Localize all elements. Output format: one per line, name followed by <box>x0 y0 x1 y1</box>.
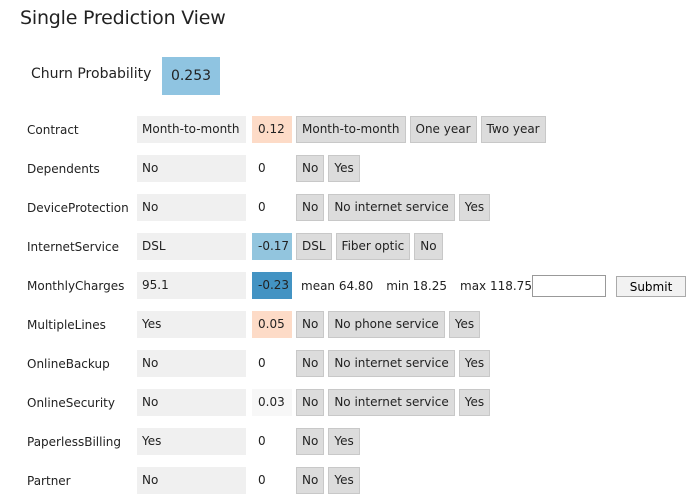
feature-row: MultipleLines Yes 0.05 No No phone service Ye… <box>0 311 696 339</box>
feature-row: OnlineSecurity No 0.03 No No internet servic… <box>0 389 696 417</box>
contribution-value: 0 <box>252 428 292 455</box>
churn-probability-label: Churn Probability <box>31 66 152 82</box>
feature-value: No <box>137 350 246 377</box>
feature-name: PaperlessBilling <box>27 435 121 449</box>
feature-value: Yes <box>137 428 246 455</box>
option-buttons: No Yes <box>296 428 360 455</box>
feature-row: Partner No 0 No Yes <box>0 467 696 495</box>
feature-name: Contract <box>27 123 79 137</box>
contribution-value: 0 <box>252 194 292 221</box>
feature-value: No <box>137 389 246 416</box>
option-button[interactable]: No <box>296 467 325 494</box>
submit-button[interactable]: Submit <box>616 276 686 297</box>
option-button[interactable]: No <box>296 350 325 377</box>
feature-value: Month-to-month <box>137 116 246 143</box>
option-button[interactable]: Two year <box>480 116 546 143</box>
contribution-value: 0 <box>252 350 292 377</box>
option-buttons: No Yes <box>296 155 360 182</box>
churn-probability-value: 0.253 <box>162 57 220 95</box>
option-buttons: DSL Fiber optic No <box>296 233 443 260</box>
numeric-stats: mean 64.80 min 18.25 max 118.75 <box>301 279 545 293</box>
contribution-value: 0.03 <box>252 389 292 416</box>
page-title: Single Prediction View <box>20 7 226 29</box>
feature-name: Partner <box>27 474 71 488</box>
option-buttons: No No internet service Yes <box>296 350 491 377</box>
option-button[interactable]: No <box>296 194 325 221</box>
option-button[interactable]: No internet service <box>328 350 455 377</box>
feature-name: MonthlyCharges <box>27 279 125 293</box>
feature-value: Yes <box>137 311 246 338</box>
feature-row: Dependents No 0 No Yes <box>0 155 696 183</box>
monthly-charges-input[interactable] <box>532 275 606 297</box>
feature-name: DeviceProtection <box>27 201 129 215</box>
feature-row: InternetService DSL -0.17 DSL Fiber optic No <box>0 233 696 261</box>
option-button[interactable]: One year <box>409 116 477 143</box>
option-button[interactable]: No <box>296 155 325 182</box>
feature-name: MultipleLines <box>27 318 106 332</box>
feature-value: No <box>137 155 246 182</box>
contribution-value: 0.05 <box>252 311 292 338</box>
option-button[interactable]: Yes <box>448 311 481 338</box>
stat-label: mean 64.80 <box>301 279 374 293</box>
feature-name: Dependents <box>27 162 100 176</box>
feature-row: Contract Month-to-month 0.12 Month-to-month… <box>0 116 696 144</box>
option-buttons: No No internet service Yes <box>296 389 491 416</box>
contribution-value: -0.23 <box>252 272 292 299</box>
option-button[interactable]: DSL <box>296 233 332 260</box>
option-button[interactable]: No internet service <box>328 194 455 221</box>
option-button[interactable]: Yes <box>328 467 360 494</box>
option-button[interactable]: Yes <box>328 155 360 182</box>
feature-name: OnlineSecurity <box>27 396 115 410</box>
feature-name: InternetService <box>27 240 119 254</box>
option-button[interactable]: No <box>296 428 325 455</box>
option-buttons: No Yes <box>296 467 360 494</box>
option-button[interactable]: Yes <box>328 428 360 455</box>
option-button[interactable]: No phone service <box>328 311 445 338</box>
feature-row: PaperlessBilling Yes 0 No Yes <box>0 428 696 456</box>
option-button[interactable]: Yes <box>458 350 491 377</box>
feature-value: No <box>137 194 246 221</box>
feature-row: OnlineBackup No 0 No No internet service Yes <box>0 350 696 378</box>
feature-value: 95.1 <box>137 272 246 299</box>
stat-label: min 18.25 <box>386 279 447 293</box>
option-button[interactable]: Month-to-month <box>296 116 406 143</box>
option-buttons: No No internet service Yes <box>296 194 491 221</box>
option-buttons: Month-to-month One year Two year <box>296 116 546 143</box>
option-button[interactable]: Yes <box>458 194 491 221</box>
feature-value: DSL <box>137 233 246 260</box>
contribution-value: 0 <box>252 467 292 494</box>
option-button[interactable]: No <box>414 233 443 260</box>
option-button[interactable]: No <box>296 311 325 338</box>
option-button[interactable]: No <box>296 389 325 416</box>
stat-label: max 118.75 <box>460 279 532 293</box>
contribution-value: -0.17 <box>252 233 292 260</box>
option-buttons: No No phone service Yes <box>296 311 481 338</box>
feature-row: MonthlyCharges 95.1 -0.23 mean 64.80 min 18.… <box>0 272 696 300</box>
option-button[interactable]: Fiber optic <box>335 233 411 260</box>
feature-value: No <box>137 467 246 494</box>
feature-row: DeviceProtection No 0 No No internet service… <box>0 194 696 222</box>
feature-name: OnlineBackup <box>27 357 110 371</box>
option-button[interactable]: Yes <box>458 389 491 416</box>
contribution-value: 0.12 <box>252 116 292 143</box>
contribution-value: 0 <box>252 155 292 182</box>
option-button[interactable]: No internet service <box>328 389 455 416</box>
